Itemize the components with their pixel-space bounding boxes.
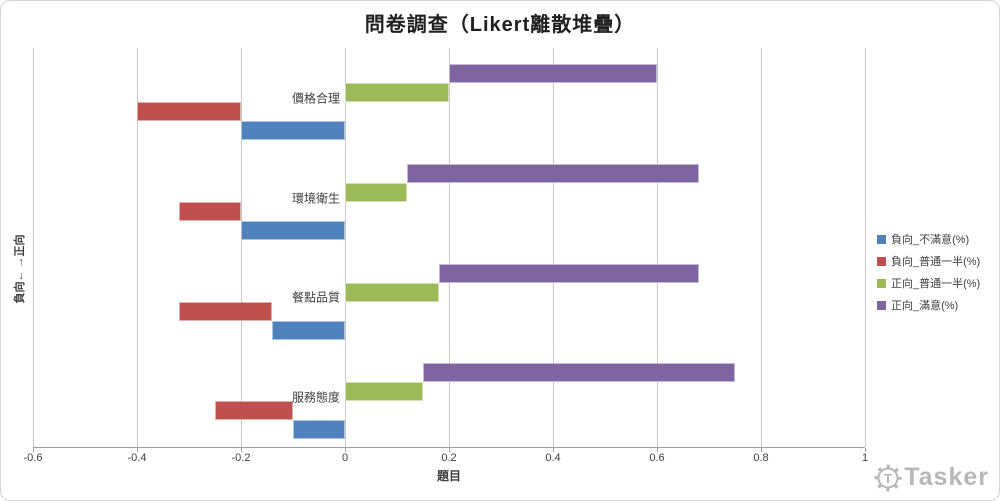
x-axis-tick-label: -0.2 [231,452,251,464]
legend-swatch [877,234,886,244]
x-axis-tick-label: -0.6 [23,452,43,464]
y-axis-title: 負向← →正向 [14,234,26,304]
gridline [32,48,34,447]
legend-swatch [877,278,886,288]
bar-segment [345,382,423,402]
legend-label: 正向_普通一半(%) [891,278,981,290]
x-axis-tick-label: 0.8 [753,452,769,464]
legend-item: 正向_滿意(%) [877,294,980,316]
x-axis-tick-mark [240,448,242,452]
legend-swatch [877,300,886,310]
x-axis-title: 題目 [436,469,462,483]
legend: 負向_不滿意(%) 負向_普通一半(%) 正向_普通一半(%) 正向_滿意(%) [877,228,980,316]
legend-item: 負向_普通一半(%) [877,250,980,272]
bar-segment [293,420,345,440]
x-axis-tick-mark [136,448,138,452]
x-axis-line [33,447,865,448]
legend-swatch [877,256,886,266]
bar-segment [241,121,345,140]
x-axis-tick-mark [32,448,34,452]
gridline [448,48,450,447]
gridline [344,48,346,447]
bar-segment [178,201,241,221]
gridline [656,48,658,447]
bar-segment [345,282,439,302]
category-label: 服務態度 [291,390,340,405]
bar-segment [423,363,735,383]
legend-label: 負向_不滿意(%) [891,234,970,246]
chart-title: 問卷調查（Likert離散堆疊） [364,14,636,36]
category-label: 價格合理 [291,91,340,106]
x-axis-tick-mark [344,448,346,452]
bar-segment [345,182,408,202]
plot-area: 價格合理環境衛生餐點品質服務態度 [32,48,866,452]
legend-label: 負向_普通一半(%) [891,256,981,268]
x-axis-tick-mark [448,448,450,452]
svg-text:T: T [884,471,892,486]
bar-segment [345,83,449,102]
bar-segment [137,102,241,121]
bar-segment [178,301,273,321]
x-axis-tick-label: 0 [341,452,349,464]
category-label: 環境衛生 [291,191,340,206]
x-axis-tick-label: 0.2 [441,452,457,464]
legend-item: 正向_普通一半(%) [877,272,980,294]
bar-segment [449,64,657,83]
x-axis-tick-label: 1 [861,452,869,464]
gridline [864,48,866,447]
gear-logo-icon: T [874,464,902,491]
x-axis-tick-mark [760,448,762,452]
gridline [136,48,138,447]
watermark-text: Tasker [904,463,989,491]
category-label: 餐點品質 [291,290,340,305]
legend-label: 正向_滿意(%) [891,300,959,312]
gridline [760,48,762,447]
x-axis-tick-mark [656,448,658,452]
bar-segment [215,401,293,421]
bar-segment [272,320,345,340]
x-axis-tick-label: 0.4 [545,452,561,464]
gridline [552,48,554,447]
bar-segment [241,220,345,240]
x-axis-tick-label: -0.4 [127,452,147,464]
x-axis-tick-label: 0.6 [649,452,665,464]
bar-segment [407,163,699,183]
gridline [240,48,242,447]
x-axis-tick-mark [552,448,554,452]
bar-segment [438,263,699,283]
watermark: T Tasker [874,463,989,492]
legend-item: 負向_不滿意(%) [877,228,980,250]
x-axis-tick-mark [864,448,866,452]
